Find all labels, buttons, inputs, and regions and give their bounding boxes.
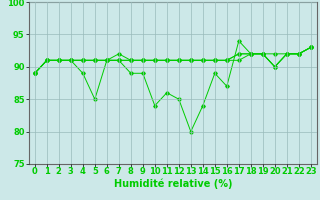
X-axis label: Humidité relative (%): Humidité relative (%) (114, 179, 232, 189)
